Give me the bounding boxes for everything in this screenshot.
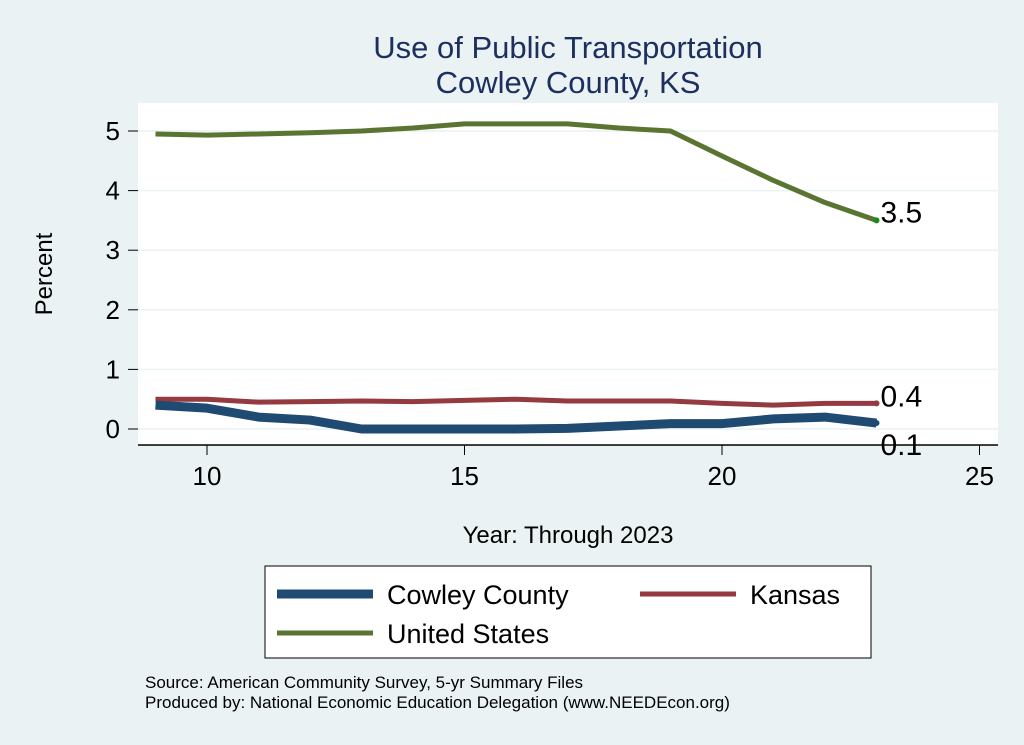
y-tick-label: 4: [106, 176, 120, 206]
y-tick-label: 3: [106, 235, 120, 265]
end-point-marker: [873, 400, 880, 407]
end-value-label: 3.5: [881, 196, 923, 229]
x-axis-label: Year: Through 2023: [463, 522, 674, 549]
series-line-kansas: [155, 396, 877, 408]
chart-subtitle: Cowley County, KS: [436, 65, 701, 100]
y-axis-label: Percent: [31, 232, 58, 315]
y-tick-label: 0: [106, 414, 120, 444]
legend-label-cowley: Cowley County: [387, 580, 569, 610]
y-tick-label: 2: [106, 295, 120, 325]
y-tick-label: 1: [106, 354, 120, 384]
series-line-united-states: [155, 121, 878, 223]
x-tick-label: 25: [965, 461, 994, 491]
end-point-marker: [873, 420, 880, 427]
plot-area: [138, 103, 998, 445]
source-note: Source: American Community Survey, 5-yr …: [145, 673, 583, 692]
x-tick-label: 15: [450, 461, 479, 491]
chart-title: Use of Public Transportation: [373, 30, 762, 65]
x-tick-label: 10: [193, 461, 222, 491]
x-tick-label: 20: [708, 461, 737, 491]
legend: Cowley County Kansas United States: [264, 565, 872, 659]
y-tick-label: 5: [106, 116, 120, 146]
end-value-label: 0.4: [881, 380, 923, 413]
legend-label-kansas: Kansas: [750, 580, 840, 610]
legend-label-us: United States: [387, 619, 549, 649]
series-line-cowley-county: [155, 400, 878, 434]
end-point-marker: [873, 217, 880, 224]
producer-note: Produced by: National Economic Education…: [145, 693, 730, 712]
